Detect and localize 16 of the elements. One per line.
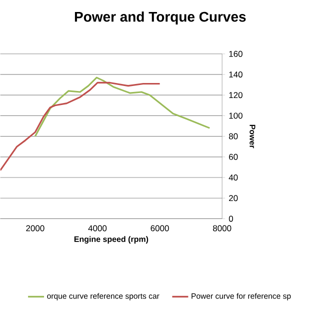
y-tick-label: 120 [229,92,242,98]
y-tick-label: 140 [229,72,242,78]
y-tick-label: 100 [229,112,242,119]
line-series [0,82,161,172]
y-tick-label: 20 [229,195,238,202]
y-tick-label: 0 [228,216,234,222]
chart-title: Power and Torque Curves [74,12,246,25]
line-series [34,76,210,138]
y-tick-label: 60 [229,154,238,160]
x-tick-label: 4000 [88,225,107,232]
x-tick-label: 6000 [150,225,169,232]
x-tick-label: 2000 [26,225,44,232]
y-tick-label: 80 [229,133,238,140]
y-tick-label: 40 [228,174,238,181]
y-tick-label: 160 [229,51,242,58]
x-tick-label: 8000 [213,225,232,232]
